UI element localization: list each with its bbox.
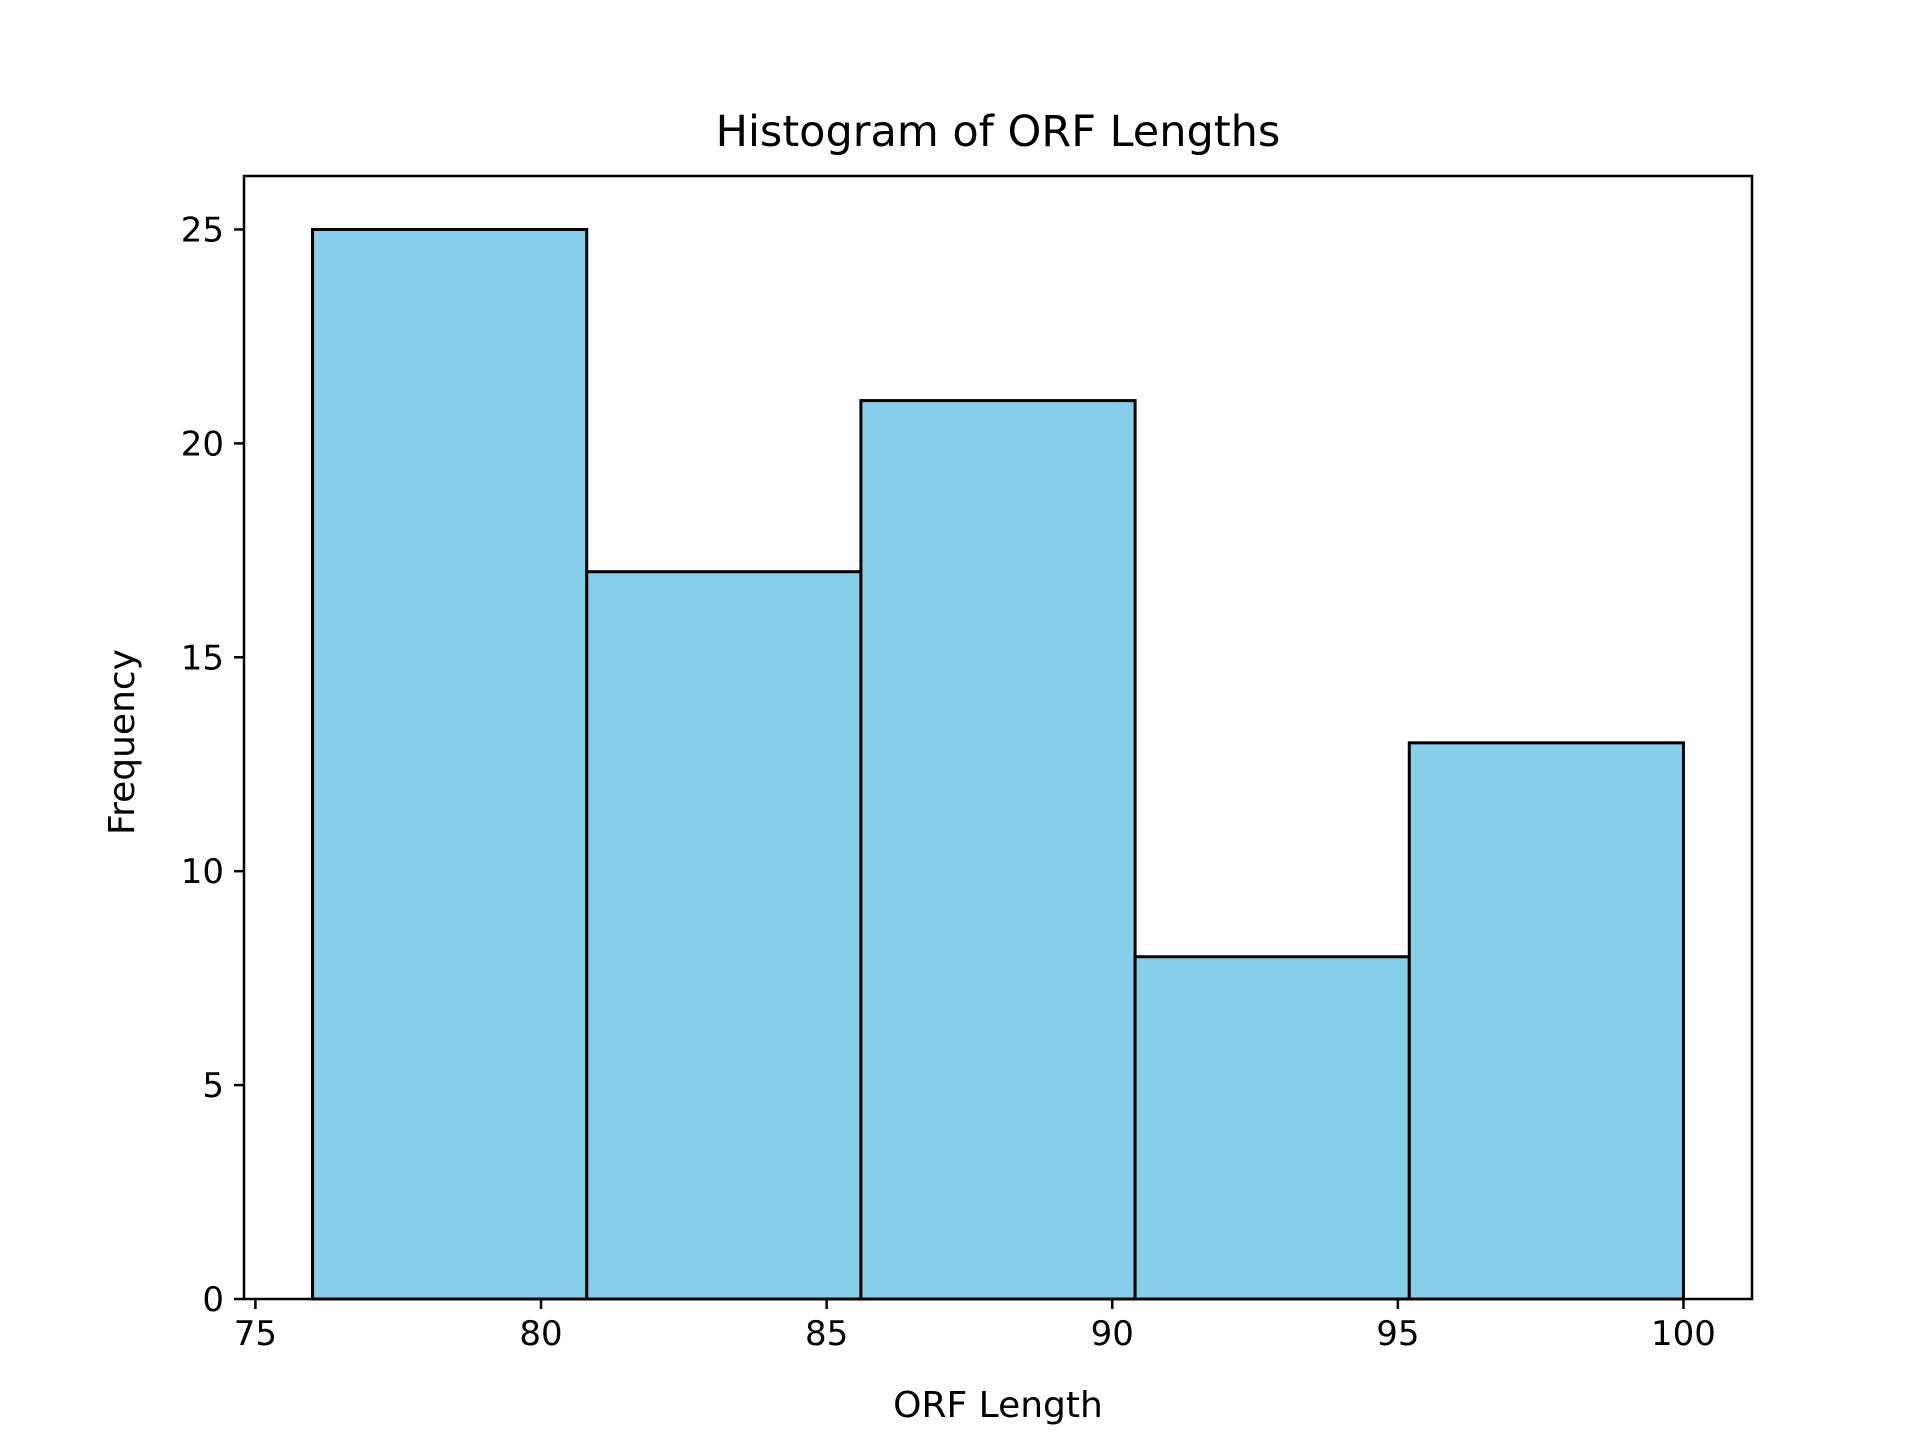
x-tick-label: 75: [234, 1314, 277, 1354]
y-tick-label: 15: [181, 638, 224, 678]
x-tick-label: 80: [519, 1314, 562, 1354]
x-axis-label: ORF Length: [893, 1385, 1103, 1426]
y-tick-label: 0: [202, 1280, 224, 1320]
histogram-bar-5: [1407, 741, 1685, 1301]
histogram-bar-4: [1133, 955, 1411, 1301]
x-tick-label: 85: [805, 1314, 848, 1354]
y-tick-label: 25: [181, 210, 224, 250]
x-axis-ticks: 75 80 85 90 95 100: [234, 1299, 1716, 1354]
y-axis-label: Frequency: [102, 649, 143, 835]
plot-frame: [242, 174, 1754, 1301]
y-tick-label: 20: [181, 424, 224, 464]
y-axis-ticks: 0 5 10 15 20 25: [181, 210, 244, 1320]
y-tick-label: 10: [181, 852, 224, 892]
x-tick-label: 100: [1651, 1314, 1716, 1354]
y-tick-label: 5: [202, 1066, 224, 1106]
histogram-bar-3: [859, 399, 1137, 1301]
bars-group: [311, 227, 1685, 1301]
chart-title: Histogram of ORF Lengths: [716, 107, 1281, 157]
histogram-bar-1: [311, 227, 589, 1301]
x-tick-label: 95: [1376, 1314, 1419, 1354]
x-tick-label: 90: [1091, 1314, 1134, 1354]
histogram-bar-2: [585, 570, 863, 1301]
